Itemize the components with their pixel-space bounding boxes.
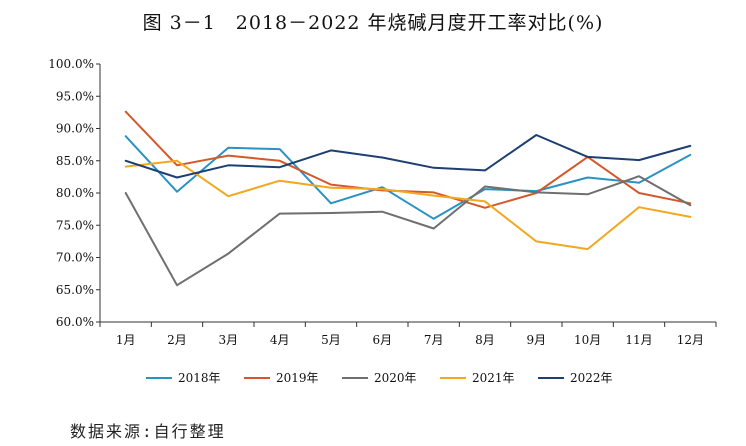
x-tick-label: 8月 bbox=[475, 333, 495, 347]
series-line-2022年 bbox=[124, 134, 692, 179]
legend-label: 2019年 bbox=[276, 371, 319, 385]
legend-label: 2022年 bbox=[570, 371, 613, 385]
y-tick-label: 60.0% bbox=[56, 315, 94, 329]
x-tick-label: 5月 bbox=[321, 333, 341, 347]
x-tick-label: 3月 bbox=[219, 333, 239, 347]
y-tick-label: 65.0% bbox=[56, 283, 94, 297]
chart-title: 图 3－1 2018－2022 年烧碱月度开工率对比(%) bbox=[142, 12, 604, 34]
y-tick-label: 70.0% bbox=[56, 251, 94, 265]
x-tick-label: 2月 bbox=[167, 333, 187, 347]
x-tick-label: 12月 bbox=[677, 333, 704, 347]
series-line-2021年 bbox=[124, 159, 692, 251]
legend-label: 2021年 bbox=[472, 371, 515, 385]
series-lines bbox=[124, 110, 692, 287]
legend-label: 2018年 bbox=[178, 371, 221, 385]
y-tick-label: 75.0% bbox=[56, 218, 94, 232]
y-tick-label: 85.0% bbox=[56, 154, 94, 168]
source-note: 数据来源:自行整理 bbox=[70, 422, 226, 441]
series-line-2018年 bbox=[124, 135, 692, 220]
x-tick-label: 4月 bbox=[270, 333, 290, 347]
series-line-2019年 bbox=[124, 110, 692, 209]
y-tick-label: 100.0% bbox=[48, 57, 94, 71]
legend: 2018年 2019年 2020年 2021年 2022年 bbox=[146, 371, 613, 385]
x-tick-label: 9月 bbox=[527, 333, 547, 347]
x-tick-label: 7月 bbox=[424, 333, 444, 347]
x-tick-label: 1月 bbox=[116, 333, 136, 347]
x-tick-label: 11月 bbox=[625, 333, 652, 347]
x-tick-label: 6月 bbox=[373, 333, 393, 347]
axes: 60.0% 65.0% 70.0% 75.0% 80.0% 85.0% 90.0% 95.0%… bbox=[48, 57, 717, 347]
series-line-2020年 bbox=[124, 175, 692, 287]
y-tick-label: 90.0% bbox=[56, 122, 94, 136]
y-tick-label: 95.0% bbox=[56, 89, 94, 103]
legend-label: 2020年 bbox=[374, 371, 417, 385]
y-tick-label: 80.0% bbox=[56, 186, 94, 200]
x-tick-label: 10月 bbox=[574, 333, 601, 347]
